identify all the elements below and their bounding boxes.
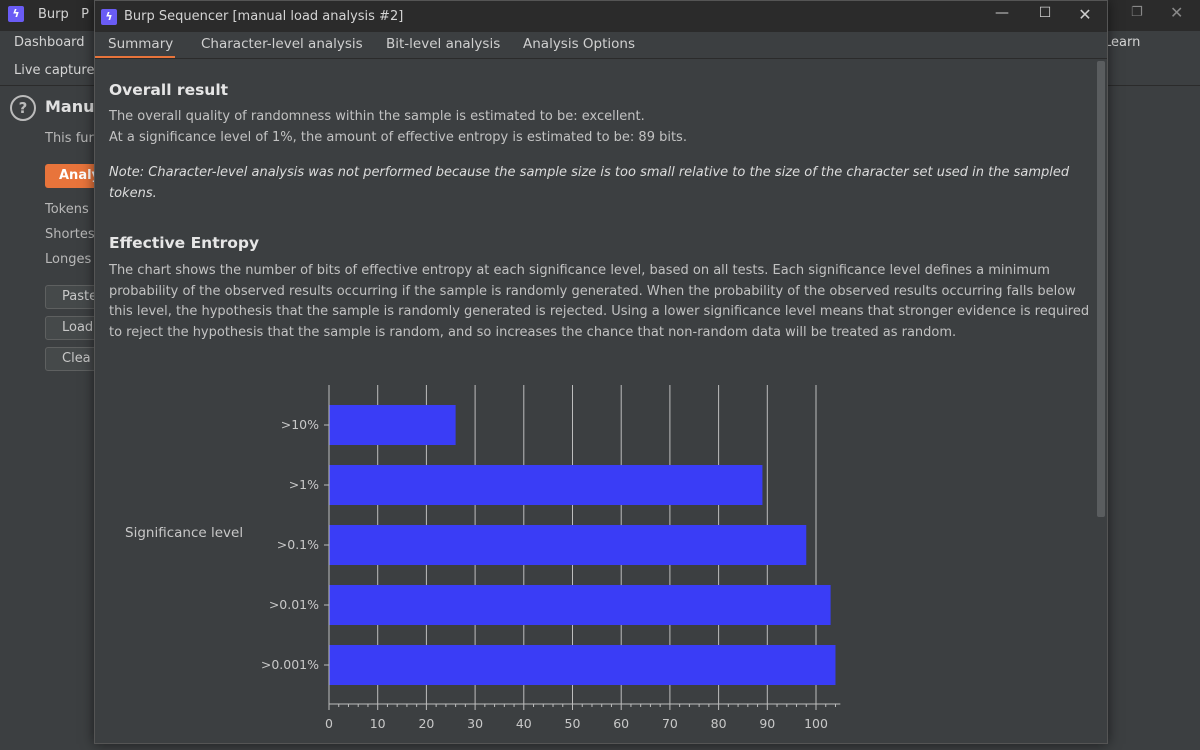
chart-category-label: >0.1% xyxy=(277,537,319,552)
overall-result-heading: Overall result xyxy=(109,81,229,99)
dialog-titlebar[interactable]: ϟ Burp Sequencer [manual load analysis #… xyxy=(95,1,1107,32)
help-icon[interactable]: ? xyxy=(10,95,36,121)
chart-category-label: >10% xyxy=(281,417,319,432)
chart-category-label: >1% xyxy=(289,477,319,492)
maximize-icon[interactable]: ☐ xyxy=(1038,5,1052,21)
tab-bit-level-analysis[interactable]: Bit-level analysis xyxy=(386,36,501,52)
tab-dashboard[interactable]: Dashboard xyxy=(14,35,85,50)
restore-window-icon[interactable]: ❐ xyxy=(1131,5,1143,20)
longest-label: Longes xyxy=(45,252,92,267)
chart-bar xyxy=(329,525,807,565)
burp-logo-icon: ϟ xyxy=(8,6,24,22)
effective-entropy-heading: Effective Entropy xyxy=(109,234,260,252)
dialog-tab-bar: Summary Character-level analysis Bit-lev… xyxy=(95,32,1107,59)
chart-x-tick-label: 0 xyxy=(325,716,333,731)
note-line-2: tokens. xyxy=(109,185,157,201)
note-text: Note: Character-level analysis was not p… xyxy=(109,163,1079,204)
chart-x-tick-label: 20 xyxy=(418,716,434,731)
manual-load-title: Manu xyxy=(45,97,95,116)
note-line-1: Note: Character-level analysis was not p… xyxy=(109,165,1070,180)
effective-entropy-line: At a significance level of 1%, the amoun… xyxy=(109,129,687,145)
main-window-title: Burp P xyxy=(38,7,90,22)
summary-panel: Overall result The overall quality of ra… xyxy=(95,59,1107,743)
chart-x-tick-label: 60 xyxy=(613,716,629,731)
tab-learn[interactable]: Learn xyxy=(1104,35,1141,50)
overall-quality-line: The overall quality of randomness within… xyxy=(109,109,645,124)
tab-analysis-options[interactable]: Analysis Options xyxy=(523,36,636,52)
scrollbar-thumb[interactable] xyxy=(1097,61,1105,517)
chart-bar xyxy=(329,465,763,505)
shortest-label: Shortes xyxy=(45,227,95,242)
chart-x-tick-label: 90 xyxy=(759,716,775,731)
burp-logo-icon: ϟ xyxy=(101,9,117,25)
minimize-icon[interactable]: — xyxy=(995,5,1009,21)
close-icon[interactable]: ✕ xyxy=(1078,5,1092,24)
sequencer-dialog: ϟ Burp Sequencer [manual load analysis #… xyxy=(94,0,1108,744)
chart-x-tick-label: 40 xyxy=(516,716,532,731)
chart-bar xyxy=(329,405,456,445)
chart-x-tick-label: 70 xyxy=(662,716,678,731)
tab-summary[interactable]: Summary xyxy=(108,36,174,52)
tab-live-capture[interactable]: Live capture xyxy=(14,63,95,78)
manual-load-description: This fur xyxy=(45,131,94,146)
entropy-desc-line-3: this level, the hypothesis that the samp… xyxy=(109,304,1090,319)
chart-bar xyxy=(329,585,831,625)
tab-character-level-analysis[interactable]: Character-level analysis xyxy=(201,36,363,52)
entropy-desc-line-4: to reject the hypothesis that the sample… xyxy=(109,324,957,340)
chart-category-label: >0.01% xyxy=(269,597,319,612)
chart-x-tick-label: 100 xyxy=(804,716,828,731)
close-main-window-icon[interactable]: ✕ xyxy=(1170,3,1184,22)
effective-entropy-description: The chart shows the number of bits of ef… xyxy=(109,261,1090,343)
chart-x-tick-label: 10 xyxy=(370,716,386,731)
chart-x-tick-label: 80 xyxy=(711,716,727,731)
chart-y-axis-label: Significance level xyxy=(125,525,243,541)
entropy-desc-line-2: probability of the observed results occu… xyxy=(109,283,1076,299)
overall-result-text: The overall quality of randomness within… xyxy=(109,107,1079,148)
chart-x-tick-label: 50 xyxy=(565,716,581,731)
chart-bar xyxy=(329,645,836,685)
chart-x-tick-label: 30 xyxy=(467,716,483,731)
tokens-label: Tokens xyxy=(45,202,89,217)
chart-category-label: >0.001% xyxy=(261,657,319,672)
effective-entropy-chart: Significance level >10% >1% >0.1% >0.01% >0.… xyxy=(125,385,841,731)
entropy-desc-line-1: The chart shows the number of bits of ef… xyxy=(109,263,1050,278)
dialog-title: Burp Sequencer [manual load analysis #2] xyxy=(124,9,404,24)
active-tab-indicator xyxy=(95,56,175,58)
